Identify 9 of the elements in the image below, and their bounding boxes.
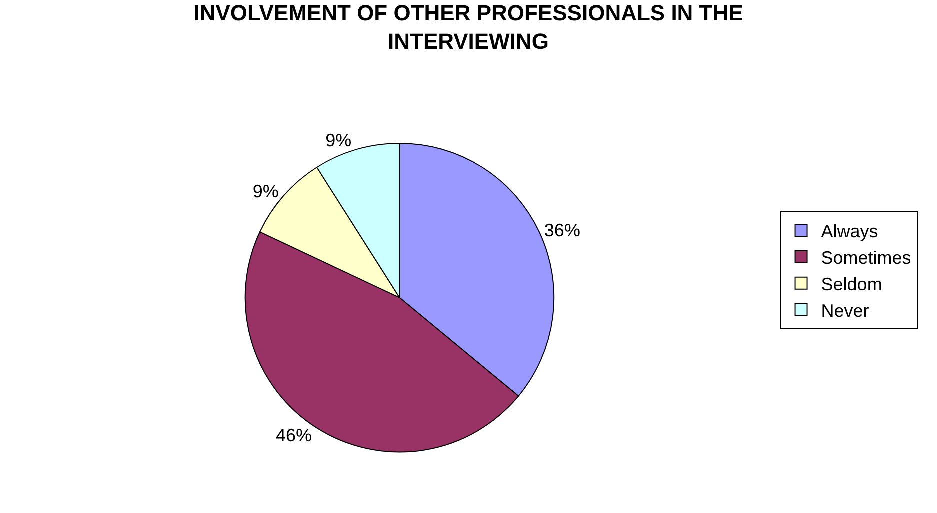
legend-label: Never [821,300,870,321]
legend-label: Always [821,222,878,242]
legend-label: Seldom [821,274,882,294]
data-label: 9% [326,130,352,150]
legend-label: Sometimes [821,248,912,268]
data-label: 36% [544,220,580,240]
data-label: 9% [252,181,279,202]
chart-title: INVOLVEMENT OF OTHER PROFESSIONALS IN THE INTERVIEWING [194,0,744,54]
data-label: 46% [276,425,312,446]
